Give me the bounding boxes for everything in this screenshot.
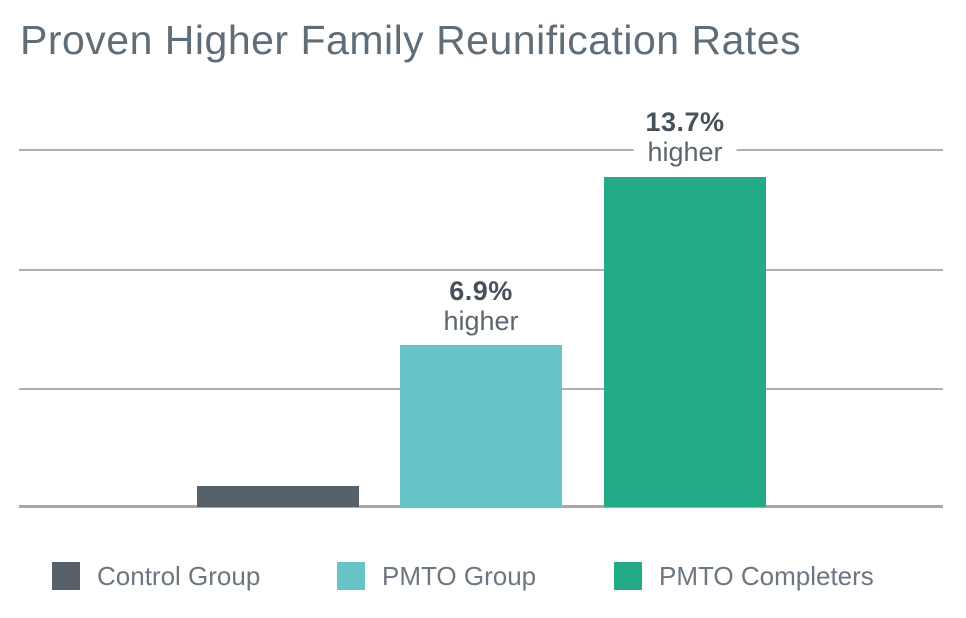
gridline <box>19 269 943 271</box>
bar-control-group <box>197 486 359 507</box>
legend-item-control-group: Control Group <box>52 560 261 591</box>
legend-label: PMTO Completers <box>659 560 874 591</box>
annotation-suffix: higher <box>647 137 723 167</box>
annotation-suffix: higher <box>443 306 519 336</box>
bar-pmto-completers <box>604 177 766 507</box>
bar-pmto-group <box>400 345 562 507</box>
chart-title: Proven Higher Family Reunification Rates <box>20 17 802 63</box>
legend-label: Control Group <box>97 560 261 591</box>
annotation-pmto-completers: 13.7% higher <box>633 107 737 167</box>
legend-label: PMTO Group <box>382 560 537 591</box>
legend-swatch <box>337 562 365 590</box>
legend-swatch <box>52 562 80 590</box>
legend-swatch <box>614 562 642 590</box>
legend-item-pmto-completers: PMTO Completers <box>614 560 874 591</box>
gridline <box>19 149 943 151</box>
annotation-value: 6.9% <box>449 276 513 306</box>
legend-item-pmto-group: PMTO Group <box>337 560 537 591</box>
annotation-value: 13.7% <box>645 107 725 137</box>
annotation-pmto-group: 6.9% higher <box>431 276 531 336</box>
